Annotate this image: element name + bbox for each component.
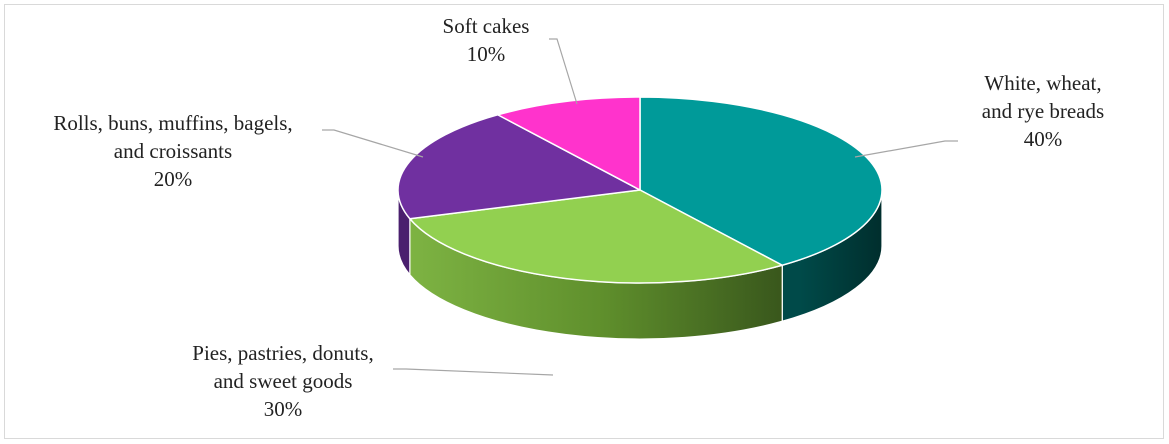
data-label-percent: 10% xyxy=(467,42,506,66)
data-label-text-line: and croissants xyxy=(114,139,232,163)
leader-line-soft-cakes xyxy=(549,38,578,105)
leader-line-white-wheat-rye xyxy=(854,140,958,158)
data-label-rolls-buns: Rolls, buns, muffins, bagels, and croissa… xyxy=(53,111,292,191)
data-label-text-line: Pies, pastries, donuts, xyxy=(192,341,373,365)
data-label-text-line: Rolls, buns, muffins, bagels, xyxy=(53,111,292,135)
data-label-text-line: and sweet goods xyxy=(214,369,353,393)
data-label-text-line: Soft cakes xyxy=(443,14,530,38)
data-label-white-wheat-rye: White, wheat, and rye breads 40% xyxy=(982,71,1104,151)
pie-top-faces xyxy=(397,96,883,284)
data-labels: White, wheat, and rye breads 40% Pies, past… xyxy=(53,14,1104,421)
pie-slice-soft-cakes xyxy=(497,96,641,191)
leader-line-pies-pastries xyxy=(393,368,554,376)
data-label-pies-pastries: Pies, pastries, donuts, and sweet goods 30… xyxy=(192,341,373,421)
data-label-percent: 20% xyxy=(154,167,193,191)
data-label-soft-cakes: Soft cakes 10% xyxy=(443,14,530,66)
leader-line-rolls-buns xyxy=(322,129,424,158)
leader-lines xyxy=(322,38,958,376)
data-label-text-line: White, wheat, xyxy=(984,71,1101,95)
data-label-percent: 40% xyxy=(1024,127,1063,151)
pie-slice-rolls-buns xyxy=(397,114,641,220)
pie-slice-white-wheat-rye xyxy=(639,96,883,266)
pie-slice-pies-pastries xyxy=(409,189,783,284)
data-label-text-line: and rye breads xyxy=(982,99,1104,123)
data-label-percent: 30% xyxy=(264,397,303,421)
